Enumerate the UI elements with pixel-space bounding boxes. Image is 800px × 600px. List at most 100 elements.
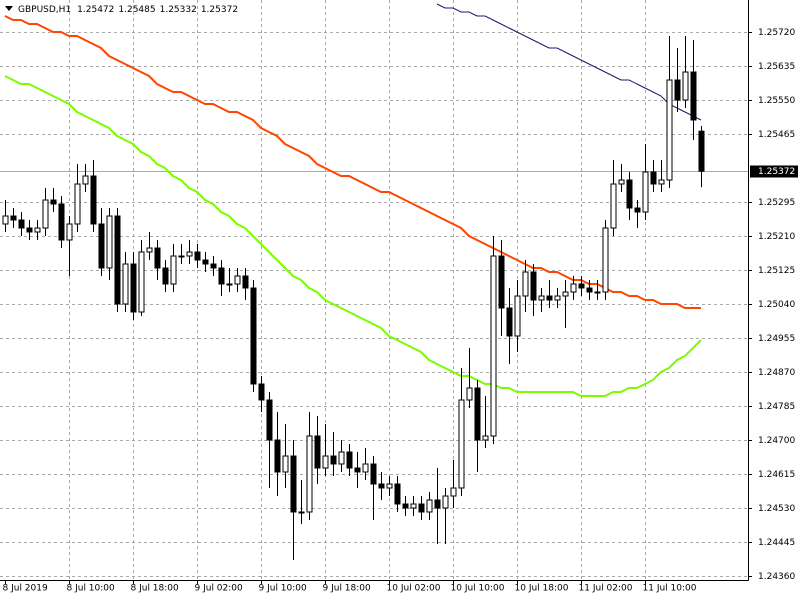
current-price-box bbox=[750, 165, 798, 178]
y-tick-label: 1.24785 bbox=[758, 402, 795, 412]
candle-body bbox=[698, 130, 705, 172]
candle-body bbox=[490, 255, 497, 437]
candle-body bbox=[570, 283, 577, 293]
candle-body bbox=[474, 387, 481, 441]
x-tick-label: 8 Jul 10:00 bbox=[67, 584, 116, 594]
candle-body bbox=[586, 287, 593, 293]
candle-body bbox=[42, 199, 49, 229]
candle-body bbox=[234, 275, 241, 285]
last-high: 1.25485 bbox=[118, 5, 155, 15]
candle-body bbox=[378, 483, 385, 489]
candle-body bbox=[442, 495, 449, 509]
candle-body bbox=[666, 79, 673, 181]
x-tick-label: 10 Jul 10:00 bbox=[451, 584, 505, 594]
y-tick-label: 1.25720 bbox=[758, 28, 795, 38]
candle-body bbox=[394, 483, 401, 505]
candle-body bbox=[450, 487, 457, 497]
candle-body bbox=[426, 499, 433, 513]
y-tick-label: 1.24615 bbox=[758, 470, 795, 480]
candle-body bbox=[58, 203, 65, 241]
candle-body bbox=[466, 387, 473, 401]
moving-average bbox=[4, 75, 702, 397]
candle-body bbox=[26, 227, 33, 233]
candle-body bbox=[354, 467, 361, 473]
candle-body bbox=[370, 463, 377, 485]
y-tick-label: 1.24955 bbox=[758, 334, 795, 344]
y-tick-label: 1.24870 bbox=[758, 368, 795, 378]
y-tick-label: 1.24530 bbox=[758, 504, 795, 514]
candle-body bbox=[346, 451, 353, 469]
candle-body bbox=[626, 179, 633, 209]
symbol: GBPUSD,H1 bbox=[18, 5, 71, 15]
candle-body bbox=[314, 435, 321, 469]
candle-body bbox=[538, 295, 545, 301]
candle-body bbox=[226, 283, 233, 286]
candle-body bbox=[546, 295, 553, 301]
y-tick-label: 1.25210 bbox=[758, 232, 795, 242]
candle-body bbox=[146, 247, 153, 253]
candle-layer bbox=[2, 36, 705, 560]
candle-body bbox=[402, 503, 409, 509]
candle-body bbox=[218, 267, 225, 285]
candle-body bbox=[210, 263, 217, 269]
x-tick-label: 11 Jul 10:00 bbox=[643, 584, 697, 594]
candle-body bbox=[410, 503, 417, 509]
candle-body bbox=[122, 263, 129, 305]
candle-body bbox=[258, 383, 265, 401]
y-tick-label: 1.25295 bbox=[758, 198, 795, 208]
candle-body bbox=[10, 215, 17, 221]
candle-body bbox=[610, 183, 617, 229]
candle-body bbox=[66, 223, 73, 241]
candle-body bbox=[250, 287, 257, 385]
candle-body bbox=[458, 399, 465, 489]
candle-body bbox=[266, 399, 273, 441]
candle-body bbox=[330, 455, 337, 465]
candle-body bbox=[650, 171, 657, 185]
candle-body bbox=[618, 179, 625, 185]
y-tick-label: 1.25125 bbox=[758, 266, 795, 276]
candle-body bbox=[242, 275, 249, 289]
y-tick-label: 1.24700 bbox=[758, 436, 795, 446]
candle-body bbox=[170, 255, 177, 285]
candle-body bbox=[682, 71, 689, 101]
candle-body bbox=[658, 179, 665, 185]
candle-body bbox=[322, 455, 329, 469]
candle-body bbox=[386, 483, 393, 489]
candle-body bbox=[514, 295, 521, 337]
x-tick-label: 11 Jul 02:00 bbox=[579, 584, 633, 594]
candle-body bbox=[578, 283, 585, 289]
y-tick-label: 1.24360 bbox=[758, 572, 795, 582]
x-tick-label: 9 Jul 18:00 bbox=[323, 584, 372, 594]
last-low: 1.25332 bbox=[160, 5, 197, 15]
candle-body bbox=[418, 503, 425, 513]
candle-body bbox=[530, 271, 537, 301]
candle-body bbox=[434, 499, 441, 509]
candle-body bbox=[178, 255, 185, 258]
candle-body bbox=[602, 227, 609, 293]
candle-body bbox=[154, 247, 161, 269]
y-tick-label: 1.24445 bbox=[758, 538, 795, 548]
candle-body bbox=[98, 223, 105, 269]
candle-body bbox=[50, 199, 57, 205]
candle-body bbox=[74, 183, 81, 225]
candle-body bbox=[186, 251, 193, 257]
candle-body bbox=[594, 291, 601, 294]
moving-average bbox=[4, 15, 701, 309]
indicator-layer bbox=[4, 3, 702, 397]
candle-body bbox=[562, 291, 569, 297]
x-tick-label: 9 Jul 10:00 bbox=[259, 584, 308, 594]
candle-body bbox=[690, 71, 697, 121]
candle-body bbox=[290, 455, 297, 513]
x-tick-label: 10 Jul 02:00 bbox=[387, 584, 441, 594]
candle-body bbox=[634, 207, 641, 213]
last-close: 1.25372 bbox=[201, 5, 238, 15]
candle-body bbox=[482, 435, 489, 441]
candle-body bbox=[130, 263, 137, 313]
candle-body bbox=[674, 79, 681, 101]
axis-layer: 1.25720 1.25635 1.25550 1.25465 1.25295 1.252… bbox=[3, 28, 798, 594]
candle-body bbox=[282, 455, 289, 473]
x-tick-label: 10 Jul 18:00 bbox=[515, 584, 569, 594]
candle-body bbox=[506, 307, 513, 337]
candle-body bbox=[138, 251, 145, 313]
